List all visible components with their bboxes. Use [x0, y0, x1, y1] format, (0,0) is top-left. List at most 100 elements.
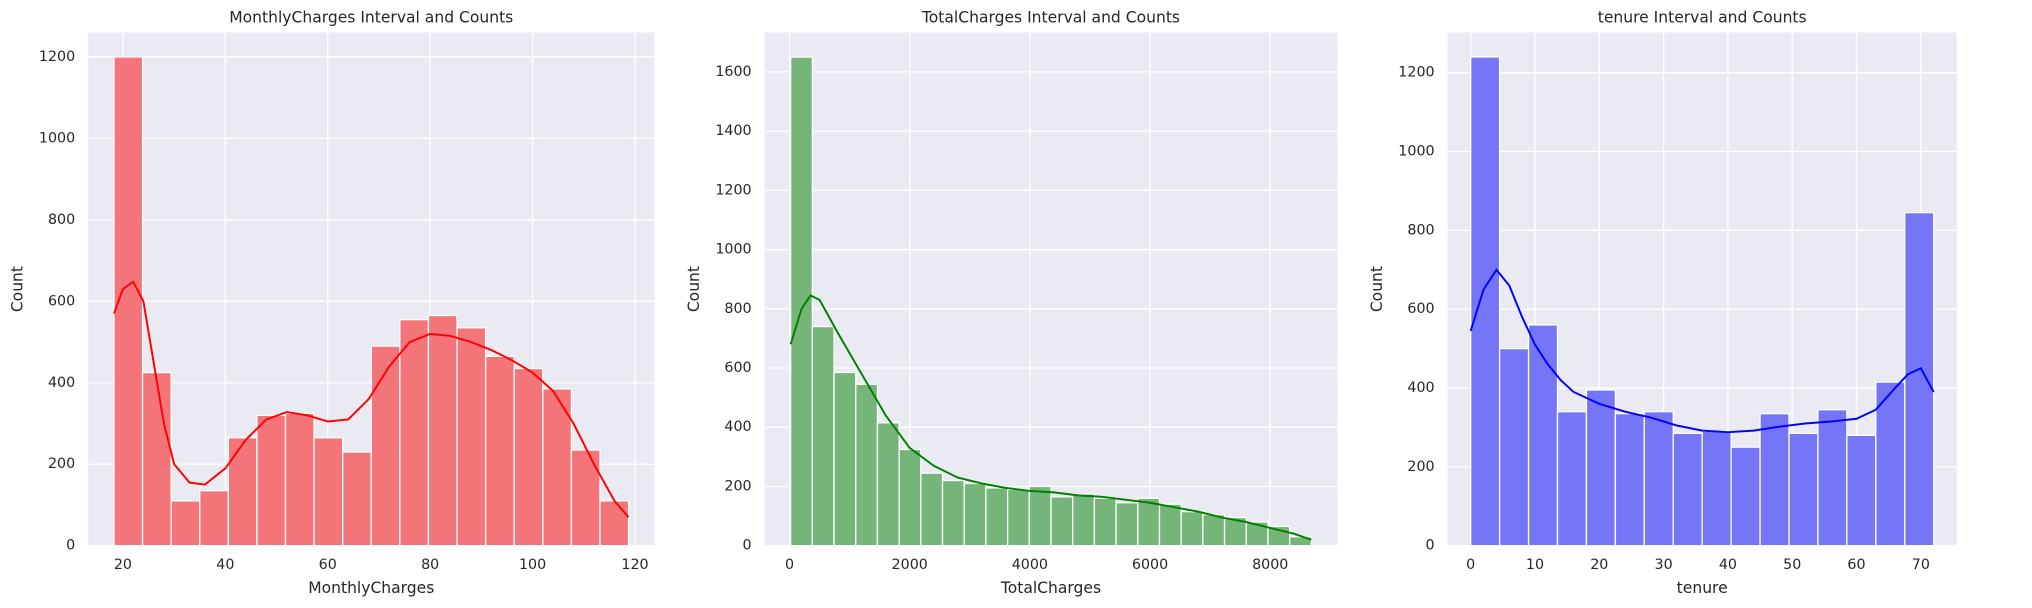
x-axis-label: MonthlyCharges — [308, 579, 434, 597]
bar — [963, 482, 987, 547]
chart-title: MonthlyCharges Interval and Counts — [229, 9, 513, 27]
x-tick-label: 50 — [1783, 557, 1801, 573]
bar — [985, 487, 1009, 547]
x-tick-label: 60 — [1847, 557, 1865, 573]
chart-title: tenure Interval and Counts — [1598, 9, 1807, 27]
x-tick-label: 2000 — [892, 557, 928, 573]
bar — [1643, 411, 1674, 547]
bar — [1137, 497, 1161, 547]
bar — [1730, 446, 1761, 547]
y-tick-label: 200 — [48, 456, 75, 472]
x-tick-label: 30 — [1655, 557, 1673, 573]
y-tick-label: 400 — [1407, 380, 1434, 396]
bar — [570, 449, 601, 547]
bar — [1498, 347, 1530, 547]
y-tick-label: 600 — [724, 360, 751, 376]
bar — [1202, 513, 1226, 547]
kde-line — [789, 294, 1312, 541]
bar — [1093, 497, 1117, 547]
x-tick-label: 40 — [1719, 557, 1737, 573]
bar — [313, 437, 344, 547]
bar — [256, 414, 287, 547]
bar — [1672, 432, 1703, 547]
bar — [1158, 503, 1182, 547]
x-tick-label: 6000 — [1132, 557, 1168, 573]
x-tick-label: 60 — [319, 557, 337, 573]
bar — [876, 422, 900, 547]
bar — [427, 314, 458, 547]
x-tick-label: 70 — [1912, 557, 1930, 573]
y-tick-label: 0 — [1426, 538, 1435, 554]
bar — [342, 451, 372, 547]
y-tick-label: 1000 — [1398, 144, 1434, 160]
y-tick-label: 600 — [1407, 301, 1434, 317]
x-tick-label: 100 — [519, 557, 546, 573]
x-tick-label: 120 — [621, 557, 648, 573]
bar — [199, 490, 229, 547]
bar — [920, 472, 944, 547]
x-tick-label: 20 — [1590, 557, 1608, 573]
bar — [1846, 434, 1877, 547]
bar — [1115, 502, 1139, 547]
bar — [141, 371, 172, 547]
bar — [399, 318, 430, 547]
y-tick-label: 800 — [1407, 222, 1434, 238]
x-tick-label: 0 — [1466, 557, 1475, 573]
bar — [1701, 430, 1732, 547]
bar — [456, 327, 487, 547]
y-tick-label: 1200 — [39, 49, 75, 65]
y-tick-label: 1000 — [39, 130, 75, 146]
y-tick-label: 1400 — [715, 123, 751, 139]
bar — [1759, 413, 1790, 547]
y-axis-label: Count — [9, 266, 27, 312]
bar — [1875, 381, 1906, 547]
bar — [1614, 413, 1645, 547]
x-tick-label: 20 — [114, 557, 132, 573]
bar — [1180, 510, 1204, 547]
y-tick-label: 1200 — [1398, 65, 1434, 81]
bar — [1556, 411, 1588, 547]
bar — [811, 325, 835, 547]
x-tick-label: 40 — [216, 557, 234, 573]
y-tick-label: 0 — [66, 538, 75, 554]
bar — [170, 500, 201, 547]
y-tick-label: 1000 — [715, 242, 751, 258]
y-tick-label: 1600 — [715, 64, 751, 80]
x-tick-label: 0 — [785, 557, 794, 573]
bar — [370, 345, 401, 547]
bar — [284, 412, 315, 547]
x-axis-label: TotalCharges — [1000, 579, 1101, 597]
bar — [941, 479, 965, 547]
x-tick-label: 8000 — [1252, 557, 1288, 573]
y-tick-label: 1200 — [715, 182, 751, 198]
bar — [1006, 488, 1030, 547]
bar — [1527, 324, 1559, 547]
y-tick-label: 400 — [48, 375, 75, 391]
y-tick-label: 600 — [48, 293, 75, 309]
x-axis-label: tenure — [1677, 579, 1728, 597]
kde-line — [1469, 268, 1935, 434]
bar — [1817, 409, 1848, 547]
kde-line — [113, 280, 630, 518]
bar — [1904, 211, 1935, 547]
bar — [855, 383, 879, 547]
x-tick-label: 10 — [1526, 557, 1544, 573]
bar — [227, 437, 258, 547]
bar — [1470, 56, 1501, 547]
bar — [1788, 432, 1819, 547]
y-tick-label: 200 — [724, 478, 751, 494]
chart-title: TotalCharges Interval and Counts — [921, 9, 1180, 27]
y-tick-label: 200 — [1407, 459, 1434, 475]
y-tick-label: 0 — [743, 538, 752, 554]
bar — [1585, 389, 1617, 547]
bar — [833, 371, 857, 547]
y-tick-label: 800 — [48, 212, 75, 228]
y-tick-label: 400 — [724, 419, 751, 435]
bar — [1028, 485, 1052, 547]
y-axis-label: Count — [1368, 266, 1386, 312]
bar — [513, 367, 544, 547]
x-tick-label: 80 — [421, 557, 439, 573]
bar — [484, 355, 515, 547]
